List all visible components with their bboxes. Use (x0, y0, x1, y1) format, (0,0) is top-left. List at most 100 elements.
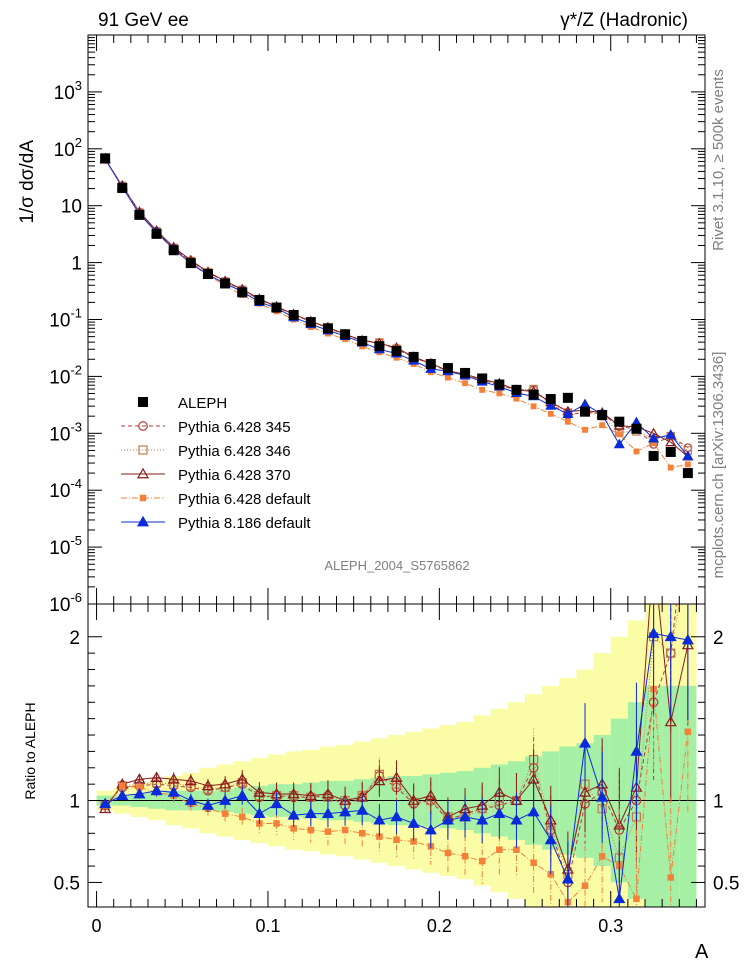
ratio-series-point (681, 633, 694, 645)
ratio-series-point (578, 737, 592, 748)
ratio-series-point (478, 857, 486, 865)
y-tick-base: 10 (54, 83, 75, 104)
ratio-series-point (444, 849, 452, 857)
aleph-data-point (340, 329, 351, 340)
y-tick-exponent: -6 (70, 590, 82, 605)
ratio-series-point (273, 820, 280, 827)
ratio-series-point (581, 882, 589, 889)
y-tick-label: 10 (61, 197, 82, 218)
ratio-series-line (104, 689, 689, 903)
ratio-series-point (667, 874, 674, 881)
ratio-series-point (287, 809, 300, 820)
y-tick-exponent: -5 (70, 533, 82, 548)
legend: ALEPH Pythia 6.428 345 Pythia 6.428 346 Pyt… (121, 395, 311, 532)
main-panel-series (99, 153, 694, 479)
series-layer (99, 153, 694, 907)
y-tick-label: 10-1 (49, 306, 82, 332)
ratio-series-point (476, 813, 489, 825)
x-tick-label: 0.2 (427, 916, 452, 936)
ratio-y-tick-label-right: 0.5 (713, 873, 739, 894)
aleph-data-point (580, 406, 591, 417)
main-series-point (650, 440, 657, 447)
ratio-series-point (167, 786, 180, 797)
ratio-series-point (184, 774, 197, 786)
ratio-series-point (376, 833, 383, 840)
aleph-data-point (425, 359, 436, 370)
main-series-point (667, 464, 674, 471)
ratio-series-point (613, 818, 626, 830)
ratio-series-point (461, 852, 469, 860)
ratio-series-point (219, 777, 232, 789)
ratio-series-point (561, 872, 574, 884)
ratio-series-point (133, 787, 146, 799)
aleph-data-point (134, 209, 145, 220)
aleph-data-point (237, 287, 248, 298)
aleph-data-point (391, 345, 402, 356)
aleph-data-point (562, 392, 573, 403)
ratio-series-point (390, 771, 403, 782)
ratio-series-point (664, 630, 677, 642)
aleph-data-point (168, 245, 179, 256)
legend-marker (138, 445, 148, 455)
aleph-data-point (117, 182, 128, 193)
main-series-point (562, 408, 574, 418)
ratio-series-point (647, 627, 660, 638)
aleph-data-point (271, 302, 282, 313)
legend-marker (139, 494, 147, 502)
ratio-series-point (424, 823, 437, 835)
ratio-series-point (304, 789, 317, 800)
ratio-series-point (358, 830, 366, 837)
ratio-series-point (410, 838, 417, 845)
ratio-series-point (150, 771, 163, 782)
ratio-series-point (373, 813, 386, 825)
ratio-series-point (510, 813, 523, 825)
legend-label: Pythia 8.186 default (178, 515, 311, 532)
ratio-series-point (407, 817, 420, 828)
ratio-series-point (493, 807, 506, 818)
ratio-series-point (598, 852, 606, 860)
ratio-series-point (136, 784, 143, 791)
y-tick-exponent: -2 (70, 362, 82, 377)
ratio-series-point (596, 791, 609, 802)
ratio-series-point (341, 826, 349, 834)
y-tick-label: 103 (54, 78, 82, 104)
aleph-data-point (597, 409, 608, 420)
aleph-data-point (202, 269, 213, 280)
aleph-data-point (631, 423, 642, 434)
ratio-series-point (119, 782, 126, 790)
ratio-series-point (407, 794, 420, 805)
ratio-series-point (441, 813, 454, 825)
aleph-data-point (220, 278, 231, 289)
legend-label: Pythia 6.428 370 (178, 467, 291, 484)
watermark: ALEPH_2004_S5765862 (324, 558, 469, 573)
ratio-series-point (239, 813, 246, 821)
aleph-data-point (151, 228, 162, 239)
main-y-axis-label: 1/σ dσ/dA (17, 140, 38, 224)
ratio-series-point (649, 550, 659, 559)
ratio-series-point (513, 846, 520, 853)
ratio-series-point (290, 825, 297, 832)
ratio-series-point (221, 810, 229, 817)
main-series-point (684, 461, 691, 468)
y-tick-base: 10 (49, 595, 70, 616)
aleph-data-point (374, 341, 385, 352)
ratio-series-point (530, 859, 537, 867)
ratio-series-point (393, 836, 400, 844)
main-series-point (582, 426, 588, 433)
uncertainty-bands (96, 604, 697, 907)
aleph-data-point (477, 373, 488, 384)
ratio-series-point (527, 805, 540, 817)
ratio-series-point (184, 794, 197, 805)
aleph-data-point (648, 450, 659, 461)
ratio-series-point (116, 789, 129, 800)
aleph-data-point (254, 295, 265, 306)
legend-label: Pythia 6.428 345 (178, 419, 291, 436)
aleph-data-point (545, 394, 556, 405)
ratio-series-point (613, 892, 626, 904)
main-series-point (616, 431, 623, 438)
y-tick-base: 10 (49, 481, 70, 502)
legend-marker (138, 421, 148, 431)
ratio-series-point (236, 773, 249, 784)
legend-marker (136, 515, 150, 527)
ratio-series-point (304, 807, 317, 818)
